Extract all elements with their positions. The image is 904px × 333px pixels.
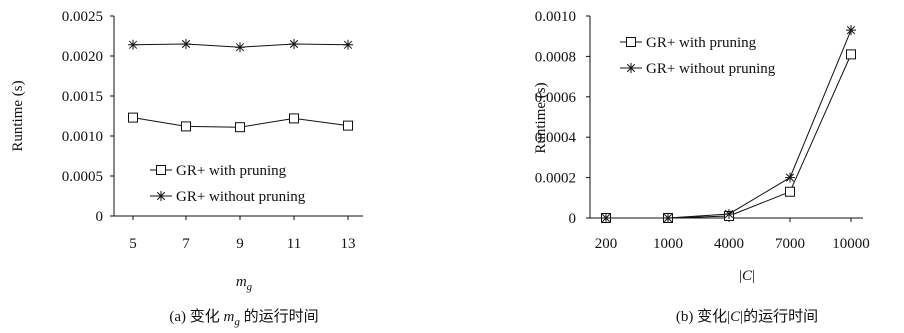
data-point [289, 113, 299, 124]
y-tick-label: 0.0010 [535, 9, 576, 25]
data-point [724, 208, 734, 219]
series-without-pruning [601, 25, 856, 223]
figure-caption: (a) 变化 mg 的运行时间 [169, 308, 318, 328]
y-tick-label: 0.0020 [62, 49, 103, 65]
x-tick-label: 7000 [775, 236, 805, 252]
data-point [663, 213, 673, 223]
data-point [846, 49, 856, 60]
x-tick-label: 1000 [653, 236, 683, 252]
legend-label: GR+ with pruning [646, 35, 757, 51]
y-tick-label: 0.0006 [535, 90, 577, 106]
legend-marker [626, 63, 636, 73]
x-tick-label: 4000 [714, 236, 744, 252]
y-tick-label: 0.0002 [535, 171, 576, 187]
y-axis-title: Runtime (s) [10, 80, 26, 151]
series-without-pruning [128, 39, 353, 53]
x-tick-label: 11 [287, 236, 301, 252]
data-point [846, 25, 856, 36]
legend-marker [156, 165, 166, 175]
chart-a: 0 0.0005 0.0010 0.0015 0.0020 0.0025 5 7 9 11 13 Ru… [10, 9, 363, 328]
y-axis-title: Runtime (s) [533, 82, 549, 153]
legend-entry: GR+ without pruning [620, 61, 776, 77]
x-tick-label: 13 [341, 236, 356, 252]
legend-marker [626, 37, 636, 47]
data-point [785, 186, 795, 197]
y-tick-label: 0.0004 [535, 130, 577, 146]
y-tick-label: 0 [569, 211, 577, 227]
data-point [601, 213, 611, 223]
legend-marker [156, 191, 166, 201]
chart-b: 0 0.0002 0.0004 0.0006 0.0008 0.0010 200 1000 40… [533, 9, 870, 325]
y-tick-label: 0 [96, 209, 104, 225]
legend-entry: GR+ with pruning [620, 35, 757, 51]
x-axis-title: mg [236, 274, 253, 293]
x-tick-label: 7 [182, 236, 190, 252]
x-tick-label: 5 [129, 236, 137, 252]
data-point [235, 42, 245, 53]
y-tick-label: 0.0005 [62, 169, 103, 185]
legend-label: GR+ without pruning [176, 189, 306, 205]
data-point [181, 39, 191, 49]
x-tick-label: 9 [236, 236, 244, 252]
data-point [128, 112, 138, 123]
data-point [343, 39, 353, 50]
y-tick-label: 0.0010 [62, 129, 103, 145]
data-point [289, 39, 299, 49]
x-tick-label: 200 [595, 236, 618, 252]
data-point [785, 172, 795, 183]
y-tick-label: 0.0025 [62, 9, 103, 25]
x-tick-label: 10000 [832, 236, 870, 252]
data-point [343, 120, 353, 131]
series-line [606, 54, 852, 219]
y-tick-label: 0.0008 [535, 49, 576, 65]
data-point [128, 39, 138, 50]
legend-label: GR+ with pruning [176, 163, 287, 179]
legend-entry: GR+ with pruning [150, 163, 287, 179]
legend-label: GR+ without pruning [646, 61, 776, 77]
figure-caption: (b) 变化|C|的运行时间 [676, 308, 818, 325]
series-with-pruning [128, 112, 353, 133]
y-tick-label: 0.0015 [62, 89, 103, 105]
series-line [606, 29, 852, 219]
data-point [181, 121, 191, 132]
x-axis-title: |C| [739, 268, 755, 284]
data-point [235, 122, 245, 133]
legend-entry: GR+ without pruning [150, 189, 306, 205]
